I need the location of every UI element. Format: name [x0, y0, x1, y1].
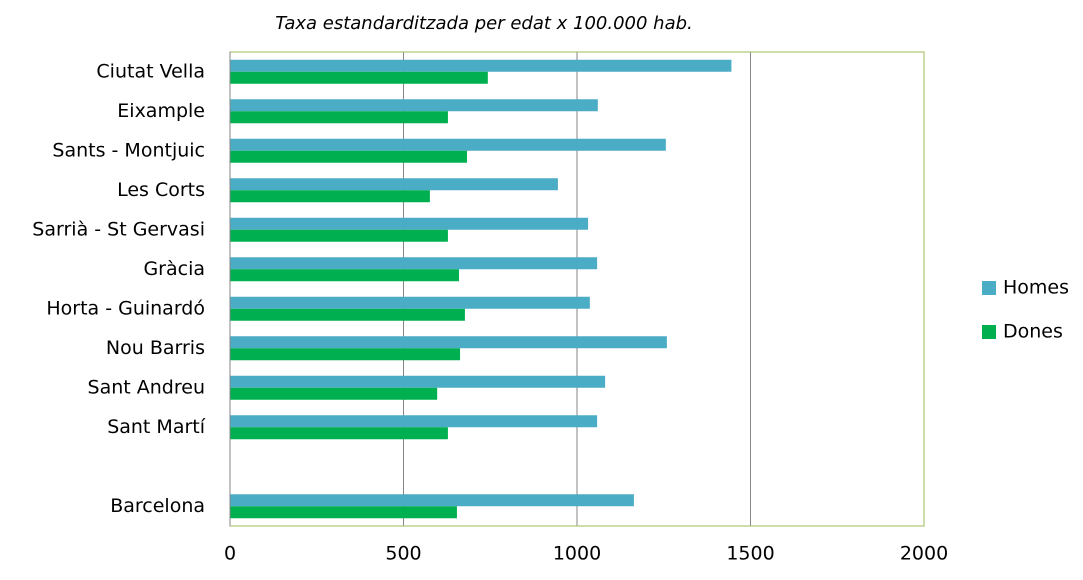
bar	[230, 387, 438, 400]
y-tick-label: Ciutat Vella	[96, 60, 205, 82]
bar	[230, 269, 460, 282]
bar	[230, 375, 606, 388]
bar	[230, 415, 598, 428]
bar	[230, 506, 457, 519]
bar	[230, 308, 465, 321]
y-tick-label: Horta - Guinardó	[46, 297, 205, 319]
y-tick-label: Les Corts	[117, 179, 205, 201]
legend-label: Homes	[1003, 277, 1069, 299]
x-tick-label: 1000	[553, 543, 601, 565]
bar	[230, 59, 732, 72]
bar	[230, 427, 448, 440]
bar	[230, 296, 590, 309]
bar	[230, 217, 589, 230]
bar	[230, 178, 558, 191]
x-tick-label: 2000	[900, 543, 948, 565]
y-tick-label: Gràcia	[143, 258, 205, 280]
x-tick-label: 0	[224, 543, 236, 565]
x-tick-label: 500	[385, 543, 421, 565]
bar	[230, 229, 448, 242]
legend-swatch	[982, 281, 996, 295]
bar	[230, 111, 448, 124]
y-tick-label: Sarrià - St Gervasi	[32, 218, 205, 240]
legend-swatch	[982, 325, 996, 339]
bar	[230, 138, 666, 151]
bar	[230, 257, 598, 270]
y-tick-label: Sant Martí	[107, 416, 206, 438]
bar	[230, 336, 667, 349]
legend-label: Dones	[1003, 321, 1063, 343]
bar	[230, 190, 430, 203]
bar	[230, 71, 488, 84]
y-tick-label: Sants - Montjuic	[52, 139, 205, 161]
y-tick-label: Sant Andreu	[88, 376, 205, 398]
bar	[230, 99, 598, 112]
bar	[230, 494, 634, 507]
chart-title: Taxa estandarditzada per edat x 100.000 …	[275, 13, 693, 34]
y-tick-label: Barcelona	[110, 495, 205, 517]
bar	[230, 348, 461, 361]
bar	[230, 150, 468, 163]
x-tick-label: 1500	[726, 543, 774, 565]
y-tick-label: Eixample	[117, 100, 205, 122]
y-tick-label: Nou Barris	[106, 337, 205, 359]
